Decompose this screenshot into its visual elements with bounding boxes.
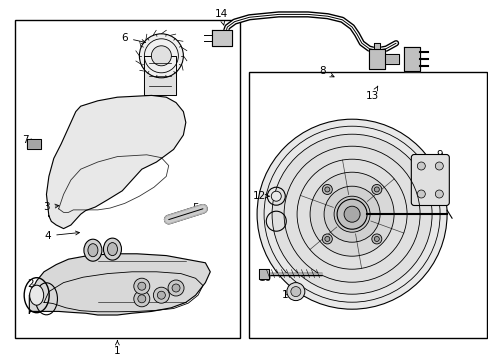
Text: 4: 4 xyxy=(44,231,79,241)
Ellipse shape xyxy=(103,238,121,260)
Ellipse shape xyxy=(107,243,117,256)
Ellipse shape xyxy=(30,285,43,305)
Circle shape xyxy=(324,237,329,242)
Circle shape xyxy=(153,287,169,303)
FancyBboxPatch shape xyxy=(410,154,448,206)
Text: 1: 1 xyxy=(114,341,121,356)
Polygon shape xyxy=(403,48,419,71)
Polygon shape xyxy=(27,139,41,149)
Circle shape xyxy=(373,237,379,242)
Polygon shape xyxy=(212,30,232,46)
Polygon shape xyxy=(373,44,379,49)
Polygon shape xyxy=(46,95,185,229)
Polygon shape xyxy=(368,49,384,69)
Circle shape xyxy=(371,184,381,194)
Text: 6: 6 xyxy=(121,33,145,44)
Circle shape xyxy=(324,186,379,242)
Circle shape xyxy=(416,162,425,170)
Circle shape xyxy=(371,234,381,244)
Circle shape xyxy=(324,187,329,192)
Circle shape xyxy=(344,206,359,222)
Text: 5: 5 xyxy=(185,203,199,213)
Circle shape xyxy=(322,184,332,194)
Circle shape xyxy=(286,283,304,301)
Ellipse shape xyxy=(88,244,98,257)
Circle shape xyxy=(139,34,183,78)
Circle shape xyxy=(434,162,443,170)
Ellipse shape xyxy=(84,239,102,261)
Circle shape xyxy=(257,119,446,309)
Circle shape xyxy=(134,278,149,294)
Circle shape xyxy=(373,187,379,192)
Polygon shape xyxy=(384,54,398,64)
Circle shape xyxy=(134,291,149,307)
Circle shape xyxy=(290,287,300,297)
Circle shape xyxy=(151,46,171,66)
Circle shape xyxy=(157,291,165,299)
Circle shape xyxy=(333,196,369,232)
Circle shape xyxy=(309,172,393,256)
Circle shape xyxy=(168,280,183,296)
Circle shape xyxy=(271,134,431,294)
Text: 12: 12 xyxy=(252,191,268,201)
Circle shape xyxy=(138,295,145,303)
Text: 2: 2 xyxy=(27,279,34,289)
Bar xyxy=(249,72,486,338)
Circle shape xyxy=(336,199,366,229)
Circle shape xyxy=(322,234,332,244)
Polygon shape xyxy=(258,269,268,279)
Text: 13: 13 xyxy=(365,86,379,102)
Text: 3: 3 xyxy=(43,202,59,212)
Text: 8: 8 xyxy=(319,66,333,77)
Polygon shape xyxy=(29,254,210,315)
Text: 10: 10 xyxy=(258,273,271,283)
Circle shape xyxy=(172,284,180,292)
Text: 11: 11 xyxy=(281,290,295,300)
Bar xyxy=(15,20,239,338)
Circle shape xyxy=(416,190,425,198)
Ellipse shape xyxy=(271,191,281,201)
Text: 9: 9 xyxy=(431,150,443,163)
Text: 14: 14 xyxy=(214,9,227,25)
Circle shape xyxy=(434,190,443,198)
Circle shape xyxy=(138,282,145,290)
Polygon shape xyxy=(144,56,176,95)
Text: 7: 7 xyxy=(22,135,35,145)
